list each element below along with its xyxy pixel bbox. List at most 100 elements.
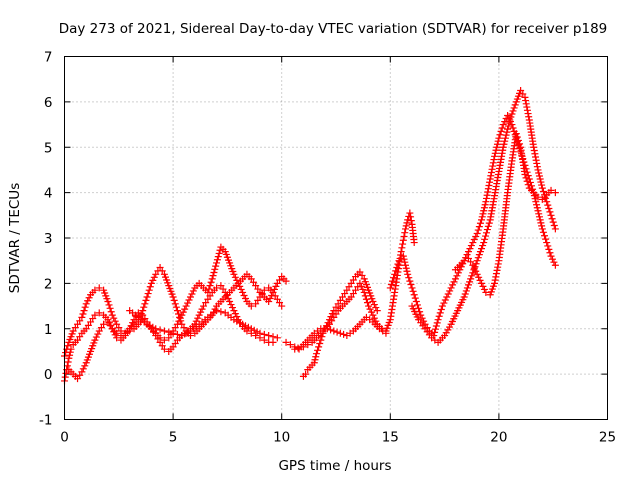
data-point (486, 175, 494, 183)
data-point (142, 296, 150, 304)
data-point (522, 100, 530, 108)
data-point (514, 136, 522, 144)
data-point (533, 201, 541, 209)
data-point (215, 249, 223, 257)
data-point (150, 273, 158, 281)
data-point (478, 213, 486, 221)
data-point (505, 119, 513, 127)
data-point (206, 282, 214, 290)
data-point (213, 307, 221, 315)
data-point (449, 281, 457, 289)
data-point (500, 140, 508, 148)
data-point (548, 255, 556, 263)
data-point (547, 252, 555, 260)
data-point (110, 328, 118, 336)
data-point (400, 255, 408, 263)
data-point (216, 246, 224, 254)
data-point (406, 277, 414, 285)
data-point (532, 156, 540, 164)
data-point (529, 185, 537, 193)
data-point (495, 134, 503, 142)
data-point (108, 325, 116, 333)
data-point (537, 178, 545, 186)
data-point (489, 162, 497, 170)
data-point (472, 232, 480, 240)
data-point (160, 327, 168, 335)
data-point (534, 193, 542, 201)
data-point (542, 194, 550, 202)
data-point (538, 184, 546, 192)
data-point (463, 251, 471, 259)
data-point (252, 332, 260, 340)
data-point (521, 170, 529, 178)
data-point (438, 302, 446, 310)
data-point (472, 260, 480, 268)
y-tick-label: -1 (39, 413, 52, 429)
data-point (542, 235, 550, 243)
y-tick-label: 6 (44, 95, 53, 111)
data-point (498, 124, 506, 132)
data-point (286, 341, 294, 349)
data-point (64, 342, 72, 350)
data-point (511, 101, 519, 109)
data-point (402, 261, 410, 269)
data-point (359, 285, 367, 293)
y-tick-label: 5 (44, 140, 53, 156)
axis-ticks (64, 56, 608, 420)
data-point (340, 330, 348, 338)
x-tick-label: 5 (169, 430, 178, 446)
data-point (533, 163, 541, 171)
data-point (462, 287, 470, 295)
data-point (312, 353, 320, 361)
data-point (432, 322, 440, 330)
data-point (544, 201, 552, 209)
data-point (506, 116, 514, 124)
data-point (239, 288, 247, 296)
data-point (484, 188, 492, 196)
y-tick-label: 1 (44, 322, 53, 338)
data-point (81, 303, 89, 311)
data-point (79, 365, 87, 373)
plot-frame (64, 56, 608, 420)
data-point (173, 320, 181, 328)
data-point (208, 275, 216, 283)
data-point (503, 128, 511, 136)
data-point (444, 290, 452, 298)
data-point (405, 274, 413, 282)
data-point (111, 331, 119, 339)
grid-lines (64, 56, 608, 420)
data-point (311, 356, 319, 364)
data-point (189, 287, 197, 295)
data-point (143, 293, 151, 301)
data-point (476, 219, 484, 227)
data-point (464, 281, 472, 289)
data-point (227, 301, 235, 309)
data-point (231, 310, 239, 318)
data-point (402, 264, 410, 272)
data-point (213, 284, 221, 292)
data-point (494, 137, 502, 145)
data-point (80, 307, 88, 315)
data-point (530, 143, 538, 151)
data-point (152, 325, 160, 333)
data-point (323, 322, 331, 330)
data-point (473, 257, 481, 265)
data-point (539, 228, 547, 236)
data-point (278, 302, 286, 310)
data-point (460, 293, 468, 301)
data-point (492, 270, 500, 278)
data-point (223, 291, 231, 299)
data-point (483, 191, 491, 199)
data-point (84, 297, 92, 305)
data-point (302, 370, 310, 378)
data-point (513, 133, 521, 141)
data-point (551, 261, 559, 269)
data-point (64, 358, 72, 366)
data-point (393, 263, 401, 271)
data-point (499, 121, 507, 129)
data-point (482, 229, 490, 237)
chart-title: Day 273 of 2021, Sidereal Day-to-day VTE… (59, 21, 608, 37)
data-point (406, 209, 414, 217)
data-point (92, 333, 100, 341)
